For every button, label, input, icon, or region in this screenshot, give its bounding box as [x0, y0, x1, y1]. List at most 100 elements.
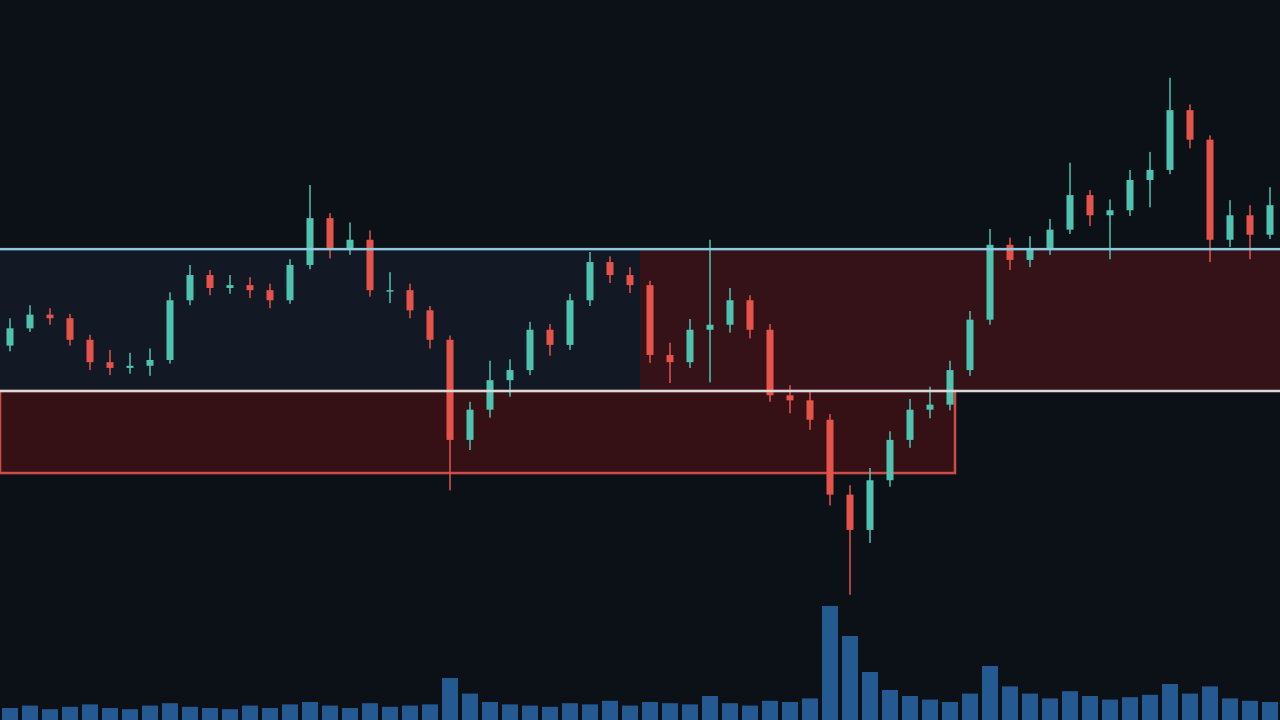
volume-bar	[202, 708, 218, 720]
volume-bar	[422, 704, 438, 720]
candle-body	[1166, 110, 1174, 170]
candle-body	[426, 310, 434, 340]
candle-body	[1086, 195, 1094, 216]
candle-body	[466, 409, 474, 440]
volume-bar	[782, 702, 798, 720]
volume-bar	[382, 706, 398, 720]
volume-bar	[162, 703, 178, 720]
candle-body	[1206, 139, 1214, 240]
volume-bar	[522, 705, 538, 720]
volume-bar	[462, 693, 478, 720]
volume-bar	[502, 704, 518, 720]
volume-bar	[1122, 697, 1138, 720]
volume-bar	[1142, 694, 1158, 720]
candle-body	[846, 494, 854, 530]
volume-bar	[1002, 686, 1018, 720]
candle-body	[966, 319, 974, 371]
candle-body	[346, 239, 354, 250]
volume-bar	[742, 705, 758, 720]
volume-bar	[1062, 691, 1078, 720]
volume-bar	[1042, 698, 1058, 720]
candle-body	[766, 329, 774, 396]
volume-bar	[962, 693, 978, 720]
candle-body	[66, 318, 74, 340]
volume-bar	[282, 704, 298, 720]
candle-body	[1106, 210, 1114, 216]
candle-body	[166, 300, 174, 360]
volume-bar	[182, 706, 198, 720]
candle-body	[686, 329, 694, 363]
candle-body	[526, 329, 534, 371]
volume-bar	[562, 703, 578, 720]
volume-bar	[342, 708, 358, 720]
candle-body	[1186, 110, 1194, 140]
candle-body	[626, 275, 634, 286]
candle-body	[946, 370, 954, 405]
candle-body	[206, 275, 214, 288]
volume-bar	[822, 606, 838, 720]
volume-bar	[442, 678, 458, 720]
zone	[0, 389, 957, 475]
volume-bar	[42, 709, 58, 720]
volume-bar	[82, 704, 98, 720]
volume-bar	[1102, 699, 1118, 720]
candle-body	[786, 395, 794, 401]
volume-bar	[802, 698, 818, 720]
candle-body	[706, 324, 714, 330]
volume-bar	[1222, 698, 1238, 720]
candle-body	[826, 419, 834, 495]
candle-body	[486, 380, 494, 410]
volume-bar	[842, 636, 858, 720]
candle-body	[326, 218, 334, 250]
volume-bar	[242, 705, 258, 720]
candle-body	[406, 290, 414, 311]
candle-body	[366, 239, 374, 291]
volume-bar	[22, 705, 38, 720]
volume-bar	[1082, 696, 1098, 720]
candle-body	[1026, 249, 1034, 260]
candle-body	[646, 285, 654, 355]
volume-bar	[602, 700, 618, 720]
candle-body	[1246, 215, 1254, 235]
candle-body	[6, 328, 14, 346]
candle-body	[666, 354, 674, 363]
volume-bar	[262, 708, 278, 720]
candle-body	[306, 218, 314, 265]
candle-body	[1046, 229, 1054, 250]
volume-bar	[142, 705, 158, 720]
candle-body	[146, 360, 154, 366]
volume-bar	[1262, 702, 1278, 720]
candle-body	[1006, 244, 1014, 260]
candle-body	[86, 339, 94, 363]
volume-bar	[302, 702, 318, 720]
candle-body	[386, 290, 394, 292]
volume-bar	[402, 705, 418, 720]
candle-body	[1146, 169, 1154, 180]
volume-bar	[62, 706, 78, 720]
volume-bar	[222, 709, 238, 720]
candle-body	[546, 329, 554, 345]
volume-bar	[122, 709, 138, 720]
volume-bar	[622, 705, 638, 720]
candle-body	[266, 290, 274, 301]
volume-bar	[722, 703, 738, 720]
candle-body	[186, 275, 194, 301]
volume-bar	[582, 704, 598, 720]
candle-body	[46, 314, 54, 319]
candle-body	[606, 262, 614, 276]
volume-bar	[2, 708, 18, 720]
candle-body	[1126, 180, 1134, 211]
volume-bar	[982, 666, 998, 720]
volume-bar	[1202, 686, 1218, 720]
candle-body	[906, 409, 914, 440]
candle-body	[286, 264, 294, 301]
candle-body	[746, 300, 754, 330]
candle-body	[126, 365, 134, 368]
volume-bar	[1242, 700, 1258, 720]
candle-body	[26, 314, 34, 329]
candle-body	[926, 404, 934, 410]
zone	[640, 249, 1280, 391]
volume-bar	[682, 704, 698, 720]
volume-bar	[862, 672, 878, 720]
